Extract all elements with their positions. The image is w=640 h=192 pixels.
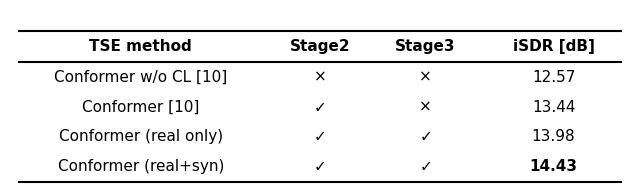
Text: TSE method: TSE method <box>90 39 192 54</box>
Text: Conformer w/o CL [10]: Conformer w/o CL [10] <box>54 70 227 85</box>
Text: ✓: ✓ <box>314 100 326 115</box>
Text: Conformer (real only): Conformer (real only) <box>59 129 223 144</box>
Text: ×: × <box>419 100 432 115</box>
Text: ✓: ✓ <box>314 159 326 174</box>
Text: ✓: ✓ <box>314 129 326 144</box>
Text: ✓: ✓ <box>419 129 432 144</box>
Text: Conformer (real+syn): Conformer (real+syn) <box>58 159 224 174</box>
Text: 13.98: 13.98 <box>532 129 575 144</box>
Text: ×: × <box>314 70 326 85</box>
Text: Stage2: Stage2 <box>290 39 350 54</box>
Text: iSDR [dB]: iSDR [dB] <box>513 39 595 54</box>
Text: Conformer [10]: Conformer [10] <box>82 100 200 115</box>
Text: ✓: ✓ <box>419 159 432 174</box>
Text: ×: × <box>419 70 432 85</box>
Text: 12.57: 12.57 <box>532 70 575 85</box>
Text: 13.44: 13.44 <box>532 100 575 115</box>
Text: 14.43: 14.43 <box>530 159 578 174</box>
Text: Stage3: Stage3 <box>396 39 456 54</box>
